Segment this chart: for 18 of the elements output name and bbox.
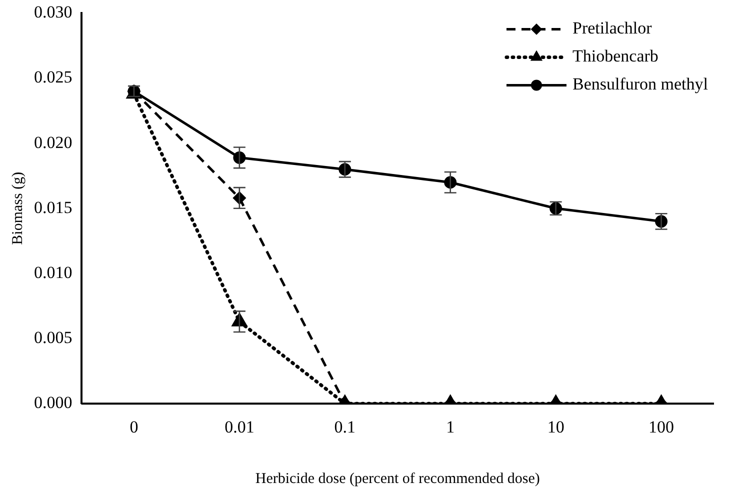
y-tick-label: 0.025 <box>34 68 72 87</box>
y-axis-title: Biomass (g) <box>10 172 26 245</box>
y-tick-label: 0.020 <box>34 132 72 152</box>
legend-label: Pretilachlor <box>572 18 652 38</box>
y-tick-label: 0.005 <box>34 328 72 347</box>
x-tick-label: 0.1 <box>334 417 356 436</box>
legend-label: Thiobencarb <box>572 46 658 66</box>
y-tick-label: 0.030 <box>34 2 72 22</box>
y-tick-label: 0.015 <box>34 198 72 217</box>
x-axis-title: Herbicide dose (percent of recommended dose) <box>255 470 540 487</box>
x-tick-label: 10 <box>547 417 564 436</box>
legend-label: Bensulfuron methyl <box>572 74 708 94</box>
x-tick-label: 1 <box>446 417 455 436</box>
x-tick-label: 0 <box>130 417 138 436</box>
x-tick-label: 100 <box>648 417 674 436</box>
x-tick-label: 0.01 <box>224 417 254 436</box>
y-tick-label: 0.000 <box>34 393 72 412</box>
y-tick-label: 0.010 <box>34 262 72 282</box>
